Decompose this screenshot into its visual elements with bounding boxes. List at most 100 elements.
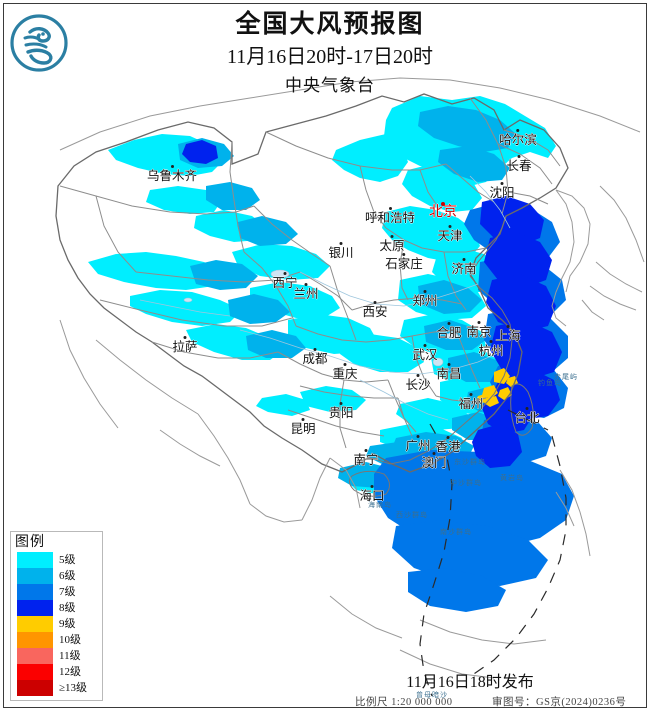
legend-item: 5级 [15,552,98,568]
legend-swatch [17,616,53,632]
island-label: 黄岩岛 [500,474,524,482]
map-scale: 比例尺 1:20 000 000 [355,697,453,708]
city-label: 广州 [405,435,431,452]
legend-swatch [17,552,53,568]
city-label: 杭州 [478,340,504,357]
city-label: 贵阳 [328,402,354,419]
city-marker-dot [469,393,473,396]
legend-label: 5级 [59,554,76,566]
city-label: 兰州 [293,283,319,300]
nine-dash-line [419,409,567,697]
city-marker-dot [364,449,368,452]
city-marker-dot [388,207,392,210]
legend-item: 11级 [15,648,98,664]
issuing-organization: 中央气象台 [285,76,375,95]
city-label: 银川 [328,242,354,259]
city-marker-dot [373,301,377,304]
city-marker-dot [489,340,493,343]
city-label: 上海 [495,325,521,342]
city-label: 西宁 [272,272,298,289]
city-marker-dot [447,322,451,325]
legend-item: ≥13级 [15,680,98,696]
legend-item: 8级 [15,600,98,616]
city-marker-dot [283,272,287,275]
island-label: 海南岛 [368,501,392,509]
city-marker-dot [500,182,504,185]
legend-rows: 5级 6级 7级 8级 9级 10级 11级 12级 ≥13级 [15,552,98,696]
city-marker-dot [343,363,347,366]
city-label: 呼和浩特 [365,207,415,224]
island-label: 东沙群岛 [454,458,486,466]
city-marker-dot [313,348,317,351]
city-marker-dot [432,452,436,455]
island-label: 南沙群岛 [440,528,472,536]
city-label: 武汉 [412,344,438,361]
forecast-period: 11月16日20时-17日20时 [227,46,433,68]
city-label: 重庆 [332,363,358,380]
island-label: 西沙群岛 [396,511,428,519]
city-label: 长春 [506,155,532,172]
legend-swatch [17,664,53,680]
legend-label: 11级 [59,650,81,662]
legend-label: 9级 [59,618,76,630]
city-marker-dot [339,402,343,405]
city-label: 郑州 [412,290,438,307]
legend-item: 6级 [15,568,98,584]
city-marker-dot [301,418,305,421]
city-label: 北京 [429,202,457,220]
island-label: 中沙群岛 [450,479,482,487]
city-label: 台北 [514,407,540,424]
release-time: 11月16日18时发布 [406,674,534,691]
city-label: 南宁 [353,449,379,466]
wind-shading-layer [88,96,574,612]
city-label: 天津 [437,225,463,242]
legend-item: 9级 [15,616,98,632]
legend-item: 7级 [15,584,98,600]
legend-label: 12级 [59,666,81,678]
city-label: 合肥 [436,322,462,339]
city-label: 澳门 [421,452,447,469]
island-label: 钓鱼岛 [538,379,562,387]
legend-label: 6级 [59,570,76,582]
island-label: 赤尾屿 [554,373,578,381]
city-marker-dot [477,321,481,324]
city-label: 香港 [435,436,461,453]
city-marker-dot [441,202,445,206]
city-marker-dot [170,165,174,168]
city-marker-dot [416,374,420,377]
legend-swatch [17,648,53,664]
city-marker-dot [516,129,520,132]
city-label: 乌鲁木齐 [147,165,197,182]
city-marker-dot [402,253,406,256]
city-label: 济南 [451,258,477,275]
rivers-layer [139,175,511,421]
legend-swatch [17,632,53,648]
city-marker-dot [462,258,466,261]
legend-title: 图例 [15,535,45,550]
city-marker-dot [339,242,343,245]
legend-label: ≥13级 [59,682,88,694]
city-label: 长沙 [405,374,431,391]
city-label: 沈阳 [489,182,515,199]
island-label: 曾母暗沙 [416,691,448,699]
city-marker-dot [183,336,187,339]
legend-item: 10级 [15,632,98,648]
city-marker-dot [447,363,451,366]
city-label: 成都 [302,348,328,365]
legend-swatch [17,680,53,696]
city-marker-dot [525,407,529,410]
city-marker-dot [446,436,450,439]
city-label: 南昌 [436,363,462,380]
city-label: 石家庄 [385,253,423,270]
cma-dragon-logo [10,14,68,72]
city-marker-dot [423,344,427,347]
legend-box: 图例 5级 6级 7级 8级 9级 10级 11级 12级 ≥13级 [10,531,103,701]
city-label: 昆明 [290,418,316,435]
city-marker-dot [370,485,374,488]
legend-label: 7级 [59,586,76,598]
legend-swatch [17,584,53,600]
city-label: 哈尔滨 [499,129,537,146]
city-marker-dot [506,325,510,328]
province-boundaries [55,77,645,679]
